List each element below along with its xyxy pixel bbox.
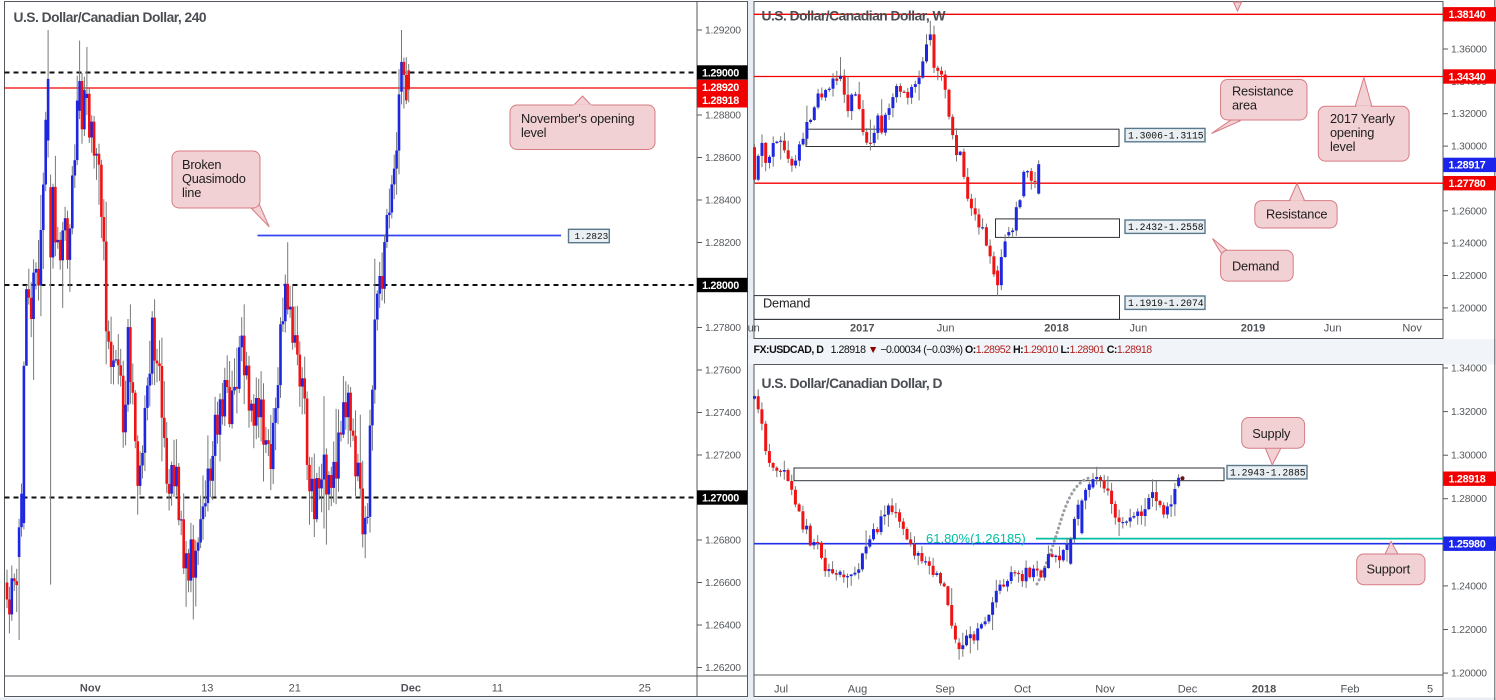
svg-text:1.28918: 1.28918 xyxy=(1449,474,1486,486)
svg-text:1.28800: 1.28800 xyxy=(705,111,741,122)
svg-text:1.28000: 1.28000 xyxy=(1451,494,1487,505)
svg-text:November's opening: November's opening xyxy=(521,111,634,126)
svg-text:Nov: Nov xyxy=(1402,323,1422,335)
svg-text:1.29200: 1.29200 xyxy=(705,26,741,37)
svg-text:Broken: Broken xyxy=(182,157,221,172)
svg-text:un: un xyxy=(748,323,760,335)
svg-text:1.26800: 1.26800 xyxy=(705,536,741,547)
svg-text:Resistance: Resistance xyxy=(1266,207,1327,222)
svg-text:2017: 2017 xyxy=(850,323,874,335)
svg-text:1.22000: 1.22000 xyxy=(1451,271,1487,282)
svg-text:area: area xyxy=(1232,98,1258,113)
svg-text:1.3006-1.3115: 1.3006-1.3115 xyxy=(1128,130,1204,141)
svg-text:21: 21 xyxy=(289,683,301,695)
svg-text:1.22000: 1.22000 xyxy=(1451,625,1487,636)
svg-text:1.28600: 1.28600 xyxy=(705,153,741,164)
svg-text:1.26600: 1.26600 xyxy=(705,578,741,589)
svg-text:25: 25 xyxy=(639,683,651,695)
svg-text:1.28200: 1.28200 xyxy=(705,238,741,249)
svg-text:1.2432-1.2558: 1.2432-1.2558 xyxy=(1128,222,1204,233)
svg-text:Jun: Jun xyxy=(1130,323,1148,335)
svg-text:1.20000: 1.20000 xyxy=(1451,669,1487,680)
svg-text:2017 Yearly: 2017 Yearly xyxy=(1330,111,1395,126)
svg-text:1.32000: 1.32000 xyxy=(1451,407,1487,418)
svg-text:1.2943-1.2885: 1.2943-1.2885 xyxy=(1230,468,1306,479)
svg-text:1.28918: 1.28918 xyxy=(702,95,739,107)
svg-text:1.32000: 1.32000 xyxy=(1451,109,1487,120)
svg-text:Jul: Jul xyxy=(774,684,788,696)
svg-text:Demand: Demand xyxy=(1232,259,1279,274)
svg-text:Sep: Sep xyxy=(935,684,955,696)
svg-text:1.24000: 1.24000 xyxy=(1451,581,1487,592)
svg-text:Quasimodo: Quasimodo xyxy=(182,171,246,186)
svg-text:11: 11 xyxy=(492,683,503,695)
svg-text:2018: 2018 xyxy=(1044,323,1068,335)
svg-text:1.20000: 1.20000 xyxy=(1451,303,1487,314)
svg-text:Nov: Nov xyxy=(1095,684,1115,696)
svg-text:1.25980: 1.25980 xyxy=(1449,539,1486,551)
svg-text:1.26000: 1.26000 xyxy=(1451,206,1487,217)
svg-text:2019: 2019 xyxy=(1241,323,1265,335)
svg-text:1.28400: 1.28400 xyxy=(705,196,741,207)
svg-text:Demand: Demand xyxy=(763,296,810,311)
svg-text:1.27200: 1.27200 xyxy=(705,451,741,462)
svg-text:1.26400: 1.26400 xyxy=(705,621,741,632)
svg-text:2018: 2018 xyxy=(1252,684,1276,696)
svg-text:1.36000: 1.36000 xyxy=(1451,45,1487,56)
svg-text:Dec: Dec xyxy=(401,683,421,695)
svg-text:Supply: Supply xyxy=(1252,426,1291,441)
svg-text:Support: Support xyxy=(1367,562,1411,577)
svg-text:level: level xyxy=(1330,139,1355,154)
svg-text:1.27600: 1.27600 xyxy=(705,366,741,377)
svg-text:1.34000: 1.34000 xyxy=(1451,364,1487,375)
svg-text:Jun: Jun xyxy=(1324,323,1342,335)
svg-text:1.27780: 1.27780 xyxy=(1449,178,1486,190)
svg-text:1.28000: 1.28000 xyxy=(702,280,739,292)
svg-text:1.34340: 1.34340 xyxy=(1449,71,1486,83)
svg-text:Dec: Dec xyxy=(1178,684,1198,696)
svg-text:1.1919-1.2074: 1.1919-1.2074 xyxy=(1128,298,1204,309)
svg-text:1.27400: 1.27400 xyxy=(705,408,741,419)
svg-text:1.26200: 1.26200 xyxy=(705,663,741,674)
svg-text:1.28917: 1.28917 xyxy=(1449,160,1486,172)
svg-text:line: line xyxy=(182,185,201,200)
svg-text:1.30000: 1.30000 xyxy=(1451,451,1487,462)
svg-text:1.27800: 1.27800 xyxy=(705,323,741,334)
svg-text:Jun: Jun xyxy=(937,323,955,335)
svg-text:Feb: Feb xyxy=(1341,684,1360,696)
svg-text:Nov: Nov xyxy=(80,683,102,695)
svg-text:Aug: Aug xyxy=(848,684,868,696)
svg-text:1.28920: 1.28920 xyxy=(702,82,739,94)
svg-text:Oct: Oct xyxy=(1014,684,1031,696)
svg-text:Resistance: Resistance xyxy=(1232,84,1293,99)
svg-text:1.2823: 1.2823 xyxy=(575,231,609,242)
svg-text:U.S. Dollar/Canadian Dollar, 2: U.S. Dollar/Canadian Dollar, 240 xyxy=(14,10,207,25)
svg-text:1.24000: 1.24000 xyxy=(1451,239,1487,250)
svg-text:opening: opening xyxy=(1330,125,1374,140)
svg-text:5: 5 xyxy=(1427,684,1433,696)
svg-text:1.30000: 1.30000 xyxy=(1451,142,1487,153)
svg-text:U.S. Dollar/Canadian Dollar, W: U.S. Dollar/Canadian Dollar, W xyxy=(762,9,947,24)
svg-text:level: level xyxy=(521,125,546,140)
svg-text:U.S. Dollar/Canadian Dollar, D: U.S. Dollar/Canadian Dollar, D xyxy=(762,376,943,391)
svg-text:13: 13 xyxy=(201,683,213,695)
svg-text:1.38140: 1.38140 xyxy=(1449,9,1486,21)
svg-text:61.80%(1.26185): 61.80%(1.26185) xyxy=(926,531,1026,546)
svg-text:1.27000: 1.27000 xyxy=(702,492,739,504)
svg-text:FX:USDCAD, D 1.28918 ▼ −0.000: FX:USDCAD, D 1.28918 ▼ −0.00034 (−0.03%)… xyxy=(754,344,1153,356)
svg-text:1.29000: 1.29000 xyxy=(702,67,739,79)
